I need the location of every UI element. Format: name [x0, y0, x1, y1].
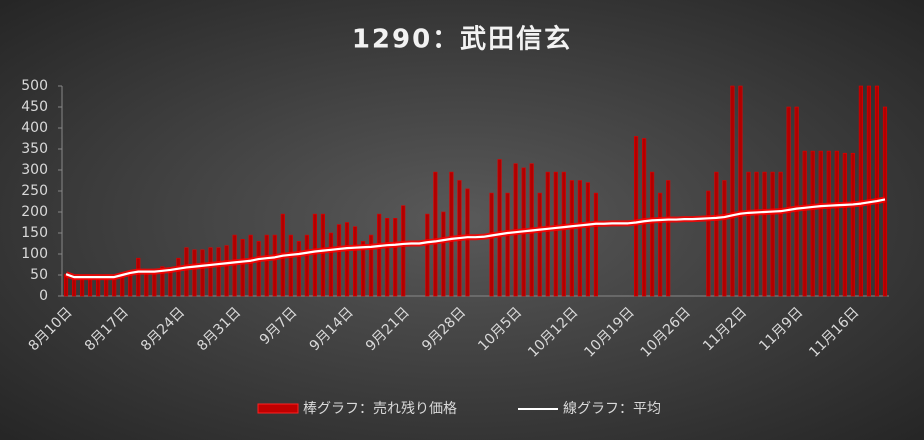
bar: [369, 234, 374, 297]
bar: [762, 171, 767, 297]
bar: [288, 234, 293, 297]
bar: [842, 152, 847, 297]
bar: [320, 213, 326, 297]
bar: [826, 150, 831, 297]
bar: [489, 192, 494, 297]
bar: [465, 188, 470, 297]
bar: [561, 171, 566, 297]
bar: [385, 218, 390, 297]
y-tick-label: 450: [21, 99, 48, 115]
bar: [200, 249, 205, 297]
bar: [746, 171, 751, 297]
bar: [296, 241, 301, 297]
bar: [810, 150, 815, 297]
bar: [553, 171, 558, 297]
bar: [569, 180, 574, 297]
bar: [770, 171, 775, 297]
bar: [361, 241, 366, 297]
bar: [658, 192, 663, 297]
bar: [818, 150, 823, 297]
bar: [577, 180, 582, 297]
bar: [778, 171, 783, 297]
bar: [497, 159, 502, 297]
bar: [304, 234, 309, 297]
bar: [344, 222, 350, 297]
y-tick-label: 250: [21, 183, 48, 199]
bar: [136, 257, 141, 297]
bar: [666, 180, 671, 297]
bar: [184, 247, 189, 297]
bar: [264, 234, 269, 297]
bar: [874, 85, 880, 297]
y-tick-label: 50: [30, 267, 48, 283]
bar: [593, 192, 599, 297]
bar: [537, 192, 542, 297]
bar: [312, 213, 317, 297]
bar: [866, 85, 871, 297]
bar: [858, 85, 863, 297]
bar: [634, 136, 639, 297]
bar: [336, 224, 342, 297]
bar: [272, 234, 277, 297]
bar: [256, 241, 261, 297]
bar: [714, 171, 719, 297]
bar: [505, 192, 510, 297]
y-tick-label: 100: [21, 246, 48, 262]
bar: [328, 232, 334, 297]
bar: [706, 190, 711, 297]
bar: [192, 249, 197, 297]
bar: [176, 257, 181, 297]
y-tick-label: 150: [21, 225, 48, 241]
bar: [160, 266, 165, 297]
bar: [794, 106, 799, 297]
bar: [850, 152, 855, 297]
bar: [208, 247, 213, 297]
bar: [722, 180, 727, 297]
y-tick-label: 200: [21, 204, 48, 220]
bar: [545, 171, 550, 297]
legend-label: 棒グラフ：売れ残り価格: [303, 401, 457, 417]
bar: [802, 150, 807, 297]
y-tick-label: 500: [21, 78, 48, 94]
bar: [232, 234, 237, 297]
bar: [401, 205, 406, 297]
legend-swatch-bar: [257, 403, 299, 414]
legend: 棒グラフ：売れ残り価格 線グラフ：平均: [257, 401, 661, 417]
y-tick-label: 400: [21, 120, 48, 136]
average-line: [65, 198, 886, 279]
bar: [224, 245, 229, 297]
bar: [754, 171, 759, 297]
bar: [425, 213, 430, 297]
bar: [730, 85, 735, 297]
bar: [441, 211, 446, 297]
bar: [585, 182, 590, 297]
bar: [642, 138, 647, 297]
bar: [377, 213, 382, 297]
bar: [240, 239, 245, 297]
bar: [786, 106, 791, 297]
bar: [449, 171, 454, 297]
bar: [248, 234, 253, 297]
bar: [738, 85, 743, 297]
bar: [433, 171, 438, 297]
y-tick-label: 350: [21, 141, 48, 157]
y-tick-label: 0: [39, 288, 48, 304]
bar: [393, 218, 398, 297]
chart-title: 1290：武田信玄: [352, 24, 572, 55]
bar: [352, 226, 358, 297]
legend-label: 線グラフ：平均: [563, 401, 661, 417]
bar: [168, 270, 173, 297]
bar: [834, 150, 839, 297]
bar: [650, 171, 655, 297]
bar: [216, 247, 221, 297]
y-tick-label: 300: [21, 162, 48, 178]
